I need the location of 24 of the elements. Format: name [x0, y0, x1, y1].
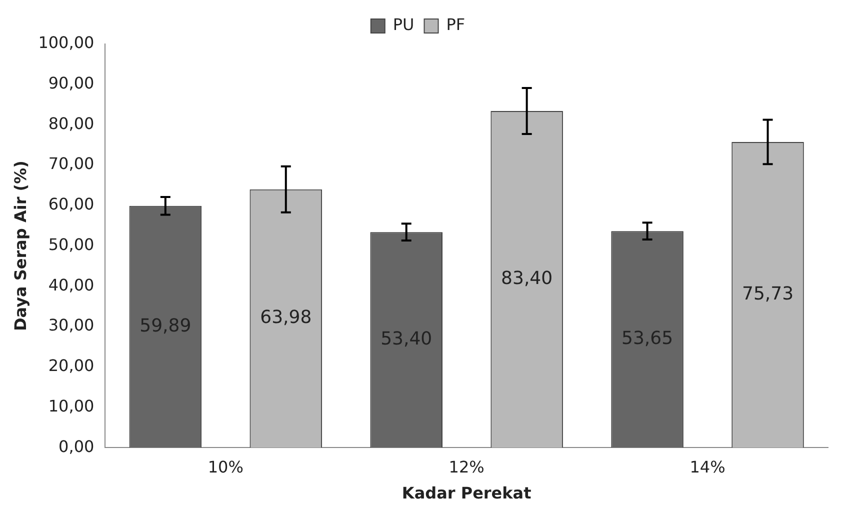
data-label: 75,73 — [742, 283, 794, 304]
y-tick-label: 90,00 — [48, 74, 94, 93]
x-tick-label: 10% — [208, 457, 244, 476]
data-label: 53,65 — [622, 328, 674, 350]
x-axis-title: Kadar Perekat — [402, 484, 532, 503]
legend-label: PF — [446, 15, 466, 34]
x-tick-label: 14% — [690, 457, 726, 476]
legend-label: PU — [392, 15, 414, 34]
y-tick-label: 30,00 — [48, 316, 94, 335]
data-label: 53,40 — [380, 328, 432, 350]
y-tick-label: 50,00 — [48, 234, 94, 254]
y-tick-label: 10,00 — [48, 396, 94, 416]
y-tick-label: 80,00 — [48, 114, 94, 133]
y-tick-label: 70,00 — [48, 154, 94, 174]
x-tick-label: 12% — [448, 457, 484, 476]
data-label: 83,40 — [501, 268, 553, 289]
data-label: 63,98 — [260, 307, 312, 328]
y-tick-label: 60,00 — [48, 194, 94, 214]
y-tick-label: 100,00 — [38, 33, 94, 52]
y-axis-title: Daya Serap Air (%) — [10, 160, 30, 332]
y-tick-label: 40,00 — [48, 275, 94, 294]
y-tick-label: 0,00 — [58, 436, 94, 456]
data-label: 59,89 — [140, 315, 192, 336]
y-tick-label: 20,00 — [48, 356, 94, 376]
